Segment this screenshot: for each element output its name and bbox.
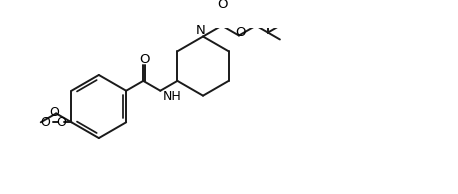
Text: N: N — [196, 24, 206, 37]
Text: O: O — [139, 54, 149, 67]
Text: O: O — [40, 116, 50, 129]
Text: O: O — [56, 116, 66, 129]
Text: O: O — [49, 106, 59, 119]
Text: O: O — [218, 0, 228, 11]
Text: O: O — [235, 26, 245, 39]
Text: NH: NH — [162, 90, 181, 103]
